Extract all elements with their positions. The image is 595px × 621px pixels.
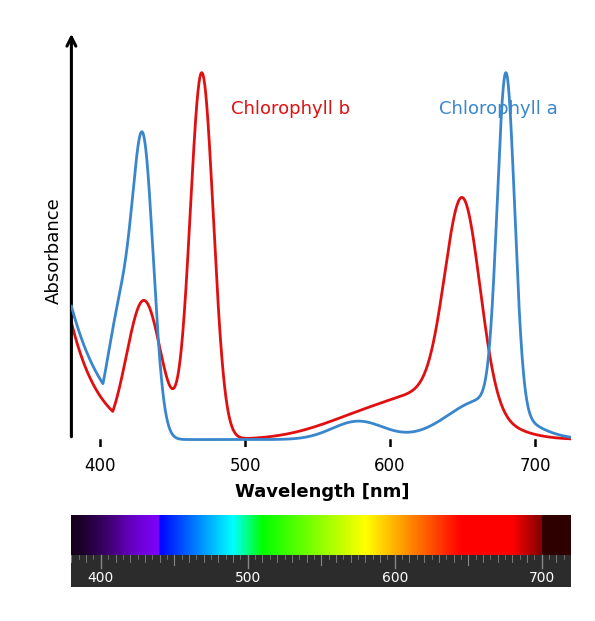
Text: 600: 600 xyxy=(374,456,406,474)
Text: 400: 400 xyxy=(87,571,114,586)
Text: Chlorophyll a: Chlorophyll a xyxy=(439,100,558,118)
Text: 400: 400 xyxy=(84,456,116,474)
Text: Chlorophyll b: Chlorophyll b xyxy=(231,100,350,118)
Text: Absorbance: Absorbance xyxy=(45,197,63,304)
Text: 700: 700 xyxy=(529,571,555,586)
Text: 500: 500 xyxy=(230,456,261,474)
Text: 500: 500 xyxy=(234,571,261,586)
Text: 700: 700 xyxy=(519,456,551,474)
Text: Wavelength [nm]: Wavelength [nm] xyxy=(235,483,409,501)
Text: 600: 600 xyxy=(381,571,408,586)
